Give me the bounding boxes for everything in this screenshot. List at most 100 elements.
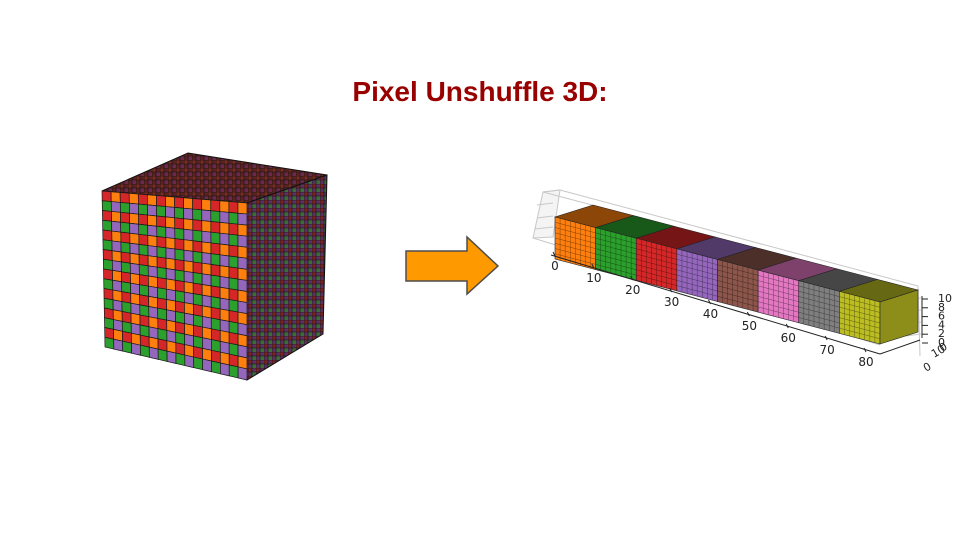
cube-cell <box>210 317 221 331</box>
cube-cell <box>183 239 194 252</box>
cube-cell <box>147 255 158 268</box>
cube-cell <box>237 278 248 292</box>
cube-cell <box>129 232 140 245</box>
cube-cell <box>165 257 176 271</box>
cube-cell <box>131 342 141 356</box>
cube-cell <box>174 269 185 283</box>
cube-cell <box>219 319 230 333</box>
cube-cell <box>130 282 141 296</box>
x-tick-label: 30 <box>664 295 679 309</box>
cube-cell <box>183 197 194 210</box>
cube-cell <box>147 214 158 227</box>
cube-cell <box>228 233 239 247</box>
cube-cell <box>165 268 176 281</box>
cube-cell <box>175 300 185 314</box>
cube-cell <box>228 364 239 379</box>
cube-cell <box>103 268 114 281</box>
cube-cell <box>101 200 112 212</box>
cube-cell <box>174 227 185 241</box>
cube-cell <box>219 362 230 377</box>
cube-cell <box>192 303 203 317</box>
cube-cell <box>202 358 212 373</box>
cube-cell <box>193 356 203 371</box>
cube-cell <box>128 202 139 215</box>
cube-cell <box>156 236 167 249</box>
cube-cell <box>110 201 121 213</box>
output-block <box>594 215 676 281</box>
cube-cell <box>219 265 230 279</box>
x-tick-label: 50 <box>742 319 757 333</box>
cube-cell <box>121 281 132 294</box>
cube-cell <box>102 249 113 261</box>
cube-cell <box>119 202 130 214</box>
cube-cell <box>166 299 176 312</box>
cube-cell <box>192 198 203 211</box>
cube-cell <box>147 234 158 248</box>
cube-cell <box>183 249 194 263</box>
cube-cell <box>104 336 115 350</box>
cube-cell <box>111 240 122 253</box>
z-tick-label: 6 <box>938 310 945 323</box>
cube-cell <box>228 212 239 225</box>
cube-cell <box>219 297 230 311</box>
cube-front-face <box>101 190 248 381</box>
cube-cell <box>237 201 248 215</box>
x-tick-label: 70 <box>819 343 834 357</box>
output-blocks <box>553 204 920 345</box>
cube-cell <box>138 223 149 236</box>
cube-cell <box>165 216 176 229</box>
cube-cell <box>192 219 203 232</box>
cube-cell <box>120 211 131 224</box>
cube-cell <box>130 272 140 286</box>
z-tick-label: 4 <box>938 318 945 331</box>
cube-cell <box>219 232 230 246</box>
cube-cell <box>102 229 113 242</box>
cube-cell <box>228 244 239 258</box>
cube-cell <box>210 285 221 299</box>
cube-cell <box>138 203 148 216</box>
cube-cell <box>210 264 221 277</box>
cube-cell <box>147 224 158 237</box>
cube-cell <box>156 205 167 218</box>
cube-cell <box>138 213 149 226</box>
cube-cell <box>228 320 239 335</box>
cube-cell <box>183 291 194 305</box>
cube-cell <box>201 284 212 298</box>
cube-cell <box>174 290 185 304</box>
cube-cell <box>129 262 140 276</box>
cube-cell <box>147 245 158 258</box>
cube-cell <box>102 219 113 232</box>
cube-cell <box>210 274 221 288</box>
right-arrow-icon <box>405 235 500 296</box>
cube-cell <box>228 255 239 269</box>
cube-cell <box>184 354 195 369</box>
cube-cell <box>101 190 112 202</box>
cube-cell <box>102 210 112 222</box>
cube-cell <box>237 223 248 237</box>
cube-cell <box>228 331 239 346</box>
cube-cell <box>138 243 149 257</box>
cube-cell <box>201 273 212 287</box>
z-tick-label: 0 <box>938 336 945 349</box>
cube-cell <box>138 254 149 267</box>
output-block <box>716 247 798 313</box>
cube-cell <box>183 228 194 242</box>
cube-cell <box>192 272 203 285</box>
x-tick-label: 40 <box>703 307 718 321</box>
cube-cell <box>201 241 212 255</box>
cube-cell <box>192 250 203 264</box>
cube-cell <box>166 288 176 302</box>
cube-cell <box>157 348 168 362</box>
cube-cell <box>120 231 131 244</box>
cube-cell <box>120 261 131 274</box>
cube-cell <box>147 265 158 278</box>
cube-cell <box>148 285 158 299</box>
output-block <box>675 236 757 302</box>
cube-cell <box>228 288 239 302</box>
cube-cell <box>228 222 239 236</box>
cube-cell <box>156 225 167 238</box>
cube-cell <box>237 234 248 248</box>
cube-cell <box>174 217 185 230</box>
cube-cell <box>110 191 121 203</box>
